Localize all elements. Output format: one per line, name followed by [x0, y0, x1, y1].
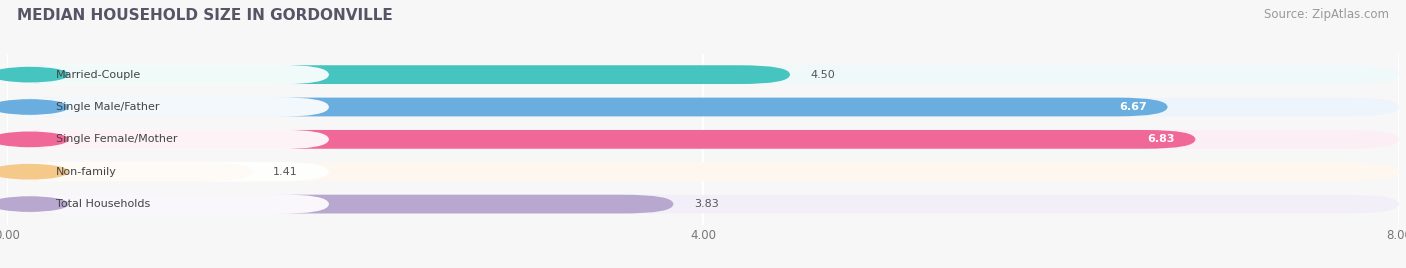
Text: 6.67: 6.67: [1119, 102, 1147, 112]
Text: Non-family: Non-family: [56, 167, 117, 177]
FancyBboxPatch shape: [7, 195, 1399, 214]
Circle shape: [0, 100, 67, 114]
FancyBboxPatch shape: [7, 162, 252, 181]
FancyBboxPatch shape: [7, 98, 1167, 116]
FancyBboxPatch shape: [7, 129, 329, 149]
Text: Single Female/Mother: Single Female/Mother: [56, 134, 177, 144]
FancyBboxPatch shape: [7, 195, 673, 214]
Text: 3.83: 3.83: [695, 199, 718, 209]
FancyBboxPatch shape: [7, 65, 329, 84]
Text: 1.41: 1.41: [273, 167, 298, 177]
FancyBboxPatch shape: [7, 194, 329, 214]
Text: 6.83: 6.83: [1147, 134, 1174, 144]
Text: 4.50: 4.50: [811, 70, 835, 80]
Circle shape: [0, 132, 67, 147]
Text: Source: ZipAtlas.com: Source: ZipAtlas.com: [1264, 8, 1389, 21]
FancyBboxPatch shape: [7, 130, 1195, 149]
Text: Single Male/Father: Single Male/Father: [56, 102, 159, 112]
FancyBboxPatch shape: [7, 65, 790, 84]
Circle shape: [0, 68, 67, 82]
Text: Married-Couple: Married-Couple: [56, 70, 141, 80]
FancyBboxPatch shape: [7, 98, 1399, 116]
Text: MEDIAN HOUSEHOLD SIZE IN GORDONVILLE: MEDIAN HOUSEHOLD SIZE IN GORDONVILLE: [17, 8, 392, 23]
FancyBboxPatch shape: [7, 130, 1399, 149]
FancyBboxPatch shape: [7, 97, 329, 117]
Circle shape: [0, 165, 67, 179]
Text: Total Households: Total Households: [56, 199, 150, 209]
FancyBboxPatch shape: [7, 65, 1399, 84]
FancyBboxPatch shape: [7, 162, 1399, 181]
Circle shape: [0, 197, 67, 211]
FancyBboxPatch shape: [7, 162, 329, 182]
